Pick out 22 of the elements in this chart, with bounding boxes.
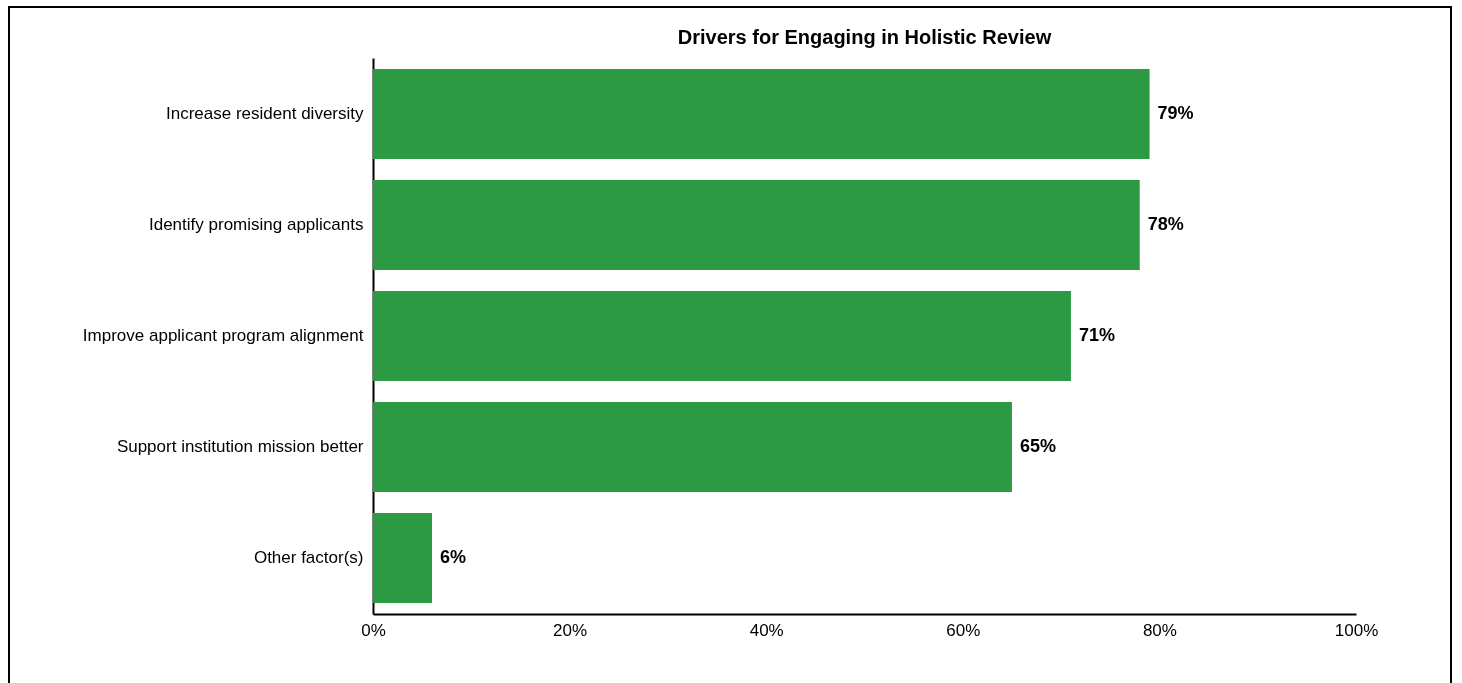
chart-title: Drivers for Engaging in Holistic Review (677, 26, 1052, 48)
x-tick-label: 100% (1334, 620, 1379, 640)
y-tick-label: Other factor(s) (253, 547, 364, 567)
data-label: 78% (1147, 214, 1184, 235)
bar (373, 180, 1140, 270)
x-tick-label: 80% (1142, 620, 1177, 640)
x-tick-label: 40% (749, 620, 784, 640)
data-label: 79% (1157, 103, 1194, 124)
bar (373, 69, 1150, 159)
x-tick-label: 0% (361, 620, 386, 640)
data-label: 65% (1019, 435, 1056, 456)
bar (373, 513, 432, 603)
y-tick-label: Increase resident diversity (166, 104, 364, 124)
data-label: 6% (439, 546, 466, 567)
bar (373, 291, 1071, 381)
data-label: 71% (1078, 325, 1115, 345)
x-tick-label: 60% (946, 620, 981, 640)
y-tick-label: Support institution mission better (116, 436, 364, 456)
x-tick-label: 20% (553, 620, 588, 640)
y-tick-label: Identify promising applicants (148, 215, 364, 235)
y-tick-label: Improve applicant program alignment (82, 326, 364, 345)
bar (373, 402, 1012, 492)
